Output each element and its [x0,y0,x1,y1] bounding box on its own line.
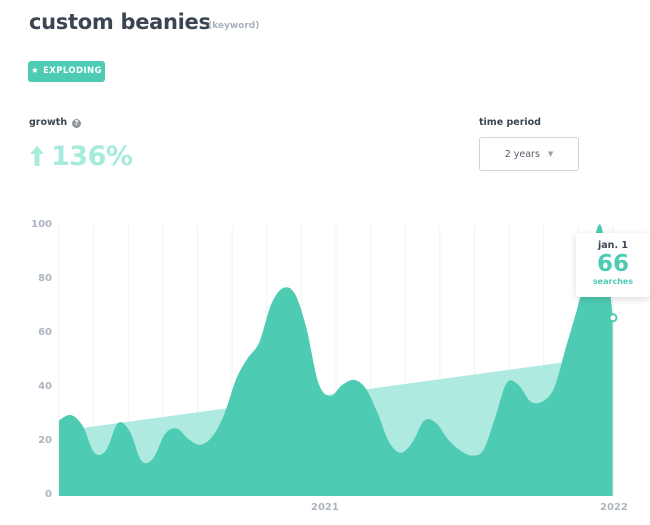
y-tick-label: 100 [31,219,52,230]
time-period-dropdown[interactable]: 2 years ▼ [479,137,579,171]
growth-value: 136% [29,138,133,174]
x-tick-label: 2022 [600,502,628,513]
tooltip-date: jan. 1 [598,240,628,251]
question-icon[interactable]: ? [72,119,81,128]
y-tick-label: 0 [45,489,52,500]
time-period-value: 2 years [504,148,540,160]
search-volume-area [59,224,613,497]
page-title: custom beanies [29,10,211,34]
y-tick-label: 80 [38,273,52,284]
exploding-badge: ★ EXPLODING [28,61,105,82]
current-point-marker[interactable] [608,313,618,323]
y-tick-label: 60 [38,327,52,338]
y-tick-label: 20 [38,435,52,446]
tooltip-unit: searches [592,277,634,286]
badge-label: EXPLODING [43,66,102,76]
growth-label: growth [29,117,68,128]
x-tick-label: 2021 [311,502,339,513]
star-icon: ★ [31,66,40,76]
tooltip-value: 66 [596,251,629,277]
point-tooltip: jan. 1 66 searches [576,233,650,297]
growth-percent: 136% [51,140,133,172]
y-tick-label: 40 [38,381,52,392]
caret-down-icon: ▼ [547,150,554,158]
time-period-label: time period [479,117,541,128]
keyword-type-label: (keyword) [208,21,260,31]
arrow-up-icon [30,146,44,166]
